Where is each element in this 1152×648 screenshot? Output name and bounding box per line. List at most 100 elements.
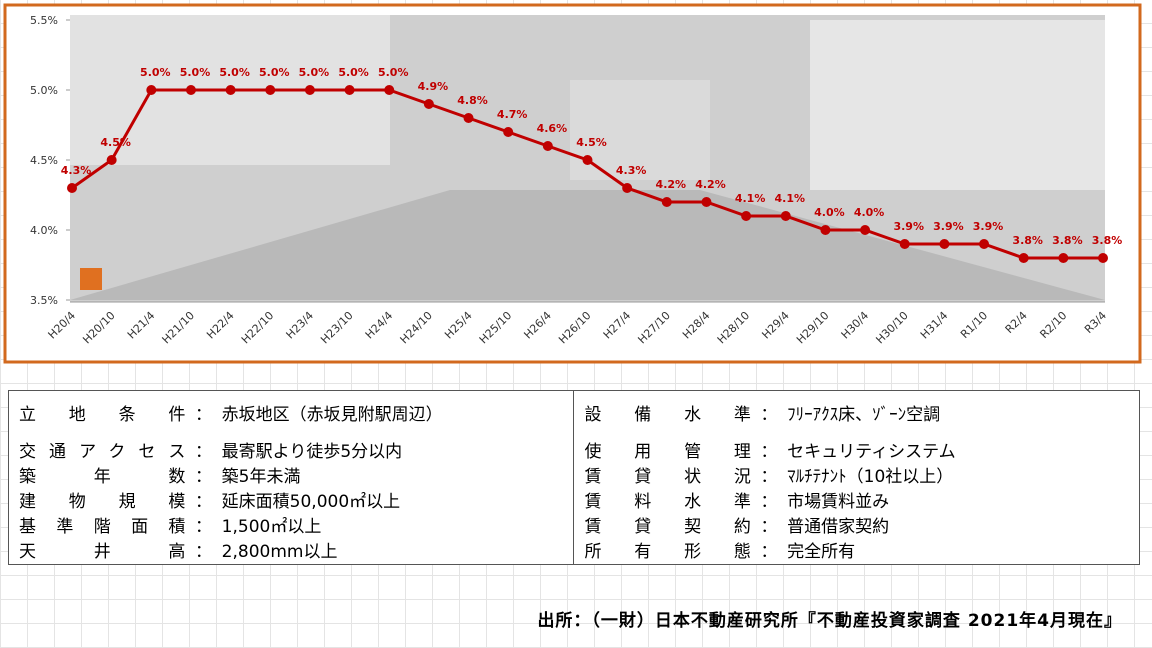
background-photo bbox=[70, 15, 1105, 302]
y-tick-label: 4.0% bbox=[30, 224, 58, 237]
data-label: 5.0% bbox=[259, 66, 290, 79]
data-label: 5.0% bbox=[299, 66, 330, 79]
data-label: 5.0% bbox=[378, 66, 409, 79]
data-point bbox=[1098, 253, 1108, 263]
data-label: 5.0% bbox=[140, 66, 171, 79]
cell-value: ﾏﾙﾁﾃﾅﾝﾄ（10社以上） bbox=[787, 466, 954, 487]
data-label: 4.5% bbox=[100, 136, 131, 149]
separator: ： bbox=[760, 466, 778, 487]
data-point bbox=[939, 239, 950, 249]
data-label: 5.0% bbox=[219, 66, 250, 79]
cell-label: 賃貸契約 bbox=[573, 514, 755, 539]
cell-value: セキュリティシステム bbox=[787, 441, 956, 462]
data-point bbox=[146, 85, 157, 95]
data-point bbox=[661, 197, 672, 207]
data-point bbox=[185, 85, 196, 95]
cell-value: 普通借家契約 bbox=[787, 516, 890, 537]
data-label: 4.1% bbox=[775, 192, 806, 205]
cell-label: 築年数 bbox=[19, 466, 186, 487]
cell-label: 賃貸状況 bbox=[573, 464, 755, 489]
cell-value: 1,500㎡以上 bbox=[221, 516, 322, 537]
separator: ： bbox=[760, 405, 778, 425]
data-label: 4.0% bbox=[814, 206, 845, 219]
cell-label: 使用管理 bbox=[573, 439, 755, 464]
cell-label: 立地条件 bbox=[19, 405, 186, 425]
data-label: 4.9% bbox=[418, 80, 449, 93]
data-label: 3.8% bbox=[1012, 234, 1043, 247]
data-point bbox=[542, 141, 553, 151]
cell-value: 完全所有 bbox=[787, 541, 856, 562]
data-label: 4.6% bbox=[537, 122, 568, 135]
cell-label: 所有形態 bbox=[573, 539, 755, 565]
data-label: 5.0% bbox=[338, 66, 369, 79]
data-label: 3.8% bbox=[1092, 234, 1123, 247]
data-label: 4.1% bbox=[735, 192, 766, 205]
y-tick-label: 5.5% bbox=[30, 14, 58, 27]
data-point bbox=[463, 113, 474, 123]
cell-label: 賃料水準 bbox=[573, 489, 755, 514]
y-tick-label: 5.0% bbox=[30, 84, 58, 97]
separator: ： bbox=[195, 466, 213, 487]
table-row: 交通アクセス：最寄駅より徒歩5分以内 使用管理：セキュリティシステム bbox=[9, 439, 1140, 464]
separator: ： bbox=[195, 491, 213, 512]
data-label: 3.9% bbox=[973, 220, 1004, 233]
data-label: 4.5% bbox=[576, 136, 607, 149]
data-point bbox=[304, 85, 315, 95]
separator: ： bbox=[195, 541, 213, 562]
separator: ： bbox=[195, 441, 213, 462]
data-point bbox=[701, 197, 712, 207]
data-point bbox=[67, 183, 77, 193]
source-note: 出所：（一財）日本不動産研究所『不動産投資家調査 2021年4月現在』 bbox=[537, 611, 1122, 631]
data-point bbox=[741, 211, 752, 221]
cell-value: 築5年未満 bbox=[221, 466, 301, 487]
data-label: 4.3% bbox=[61, 164, 92, 177]
data-label: 4.7% bbox=[497, 108, 528, 121]
data-point bbox=[344, 85, 355, 95]
cell-label: 設備水準 bbox=[573, 390, 755, 439]
data-point bbox=[384, 85, 395, 95]
data-point bbox=[225, 85, 236, 95]
data-label: 5.0% bbox=[180, 66, 211, 79]
data-label: 4.8% bbox=[457, 94, 488, 107]
cell-label: 基準階面積 bbox=[19, 516, 186, 537]
data-label: 3.9% bbox=[893, 220, 924, 233]
data-label: 4.2% bbox=[695, 178, 726, 191]
cell-value: 最寄駅より徒歩5分以内 bbox=[221, 441, 403, 462]
data-point bbox=[423, 99, 434, 109]
data-point bbox=[1058, 253, 1069, 263]
table-row: 天井高： 2,800mm以上 所有形態：完全所有 bbox=[9, 539, 1140, 565]
table-row: 基準階面積： 1,500㎡以上 賃貸契約：普通借家契約 bbox=[9, 514, 1140, 539]
data-label: 4.0% bbox=[854, 206, 885, 219]
data-point bbox=[582, 155, 593, 165]
data-point bbox=[979, 239, 990, 249]
data-point bbox=[622, 183, 633, 193]
data-point bbox=[503, 127, 514, 137]
data-point bbox=[106, 155, 117, 165]
separator: ： bbox=[760, 491, 778, 512]
data-point bbox=[265, 85, 276, 95]
chart: 3.5%4.0%4.5%5.0%5.5%H20/4 H20/10 H21/4 H21/… bbox=[3, 3, 1142, 364]
data-point bbox=[899, 239, 910, 249]
separator: ： bbox=[195, 405, 213, 425]
data-label: 4.3% bbox=[616, 164, 647, 177]
data-point bbox=[820, 225, 831, 235]
cell-value: 延床面積50,000㎡以上 bbox=[221, 491, 401, 512]
cell-value: 赤坂地区（赤坂見附駅周辺） bbox=[221, 405, 443, 425]
cell-label: 天井高 bbox=[19, 541, 186, 562]
y-tick-label: 3.5% bbox=[30, 294, 58, 307]
separator: ： bbox=[760, 516, 778, 537]
data-point bbox=[1018, 253, 1029, 263]
cell-value: 市場賃料並み bbox=[787, 491, 890, 512]
data-label: 3.9% bbox=[933, 220, 964, 233]
data-label: 3.8% bbox=[1052, 234, 1083, 247]
data-label: 4.2% bbox=[656, 178, 687, 191]
cell-value: ﾌﾘｰｱｸｽ床、ｿﾞｰﾝ空調 bbox=[787, 405, 941, 425]
separator: ： bbox=[760, 541, 778, 562]
cell-label: 交通アクセス bbox=[19, 441, 186, 462]
cell-value: 2,800mm以上 bbox=[221, 541, 338, 562]
data-point bbox=[860, 225, 871, 235]
table-row: 立地条件：赤坂地区（赤坂見附駅周辺） 設備水準：ﾌﾘｰｱｸｽ床、ｿﾞｰﾝ空調 bbox=[9, 390, 1140, 439]
cell-label: 建物規模 bbox=[19, 491, 186, 512]
table-row: 建物規模：延床面積50,000㎡以上 賃料水準：市場賃料並み bbox=[9, 489, 1140, 514]
